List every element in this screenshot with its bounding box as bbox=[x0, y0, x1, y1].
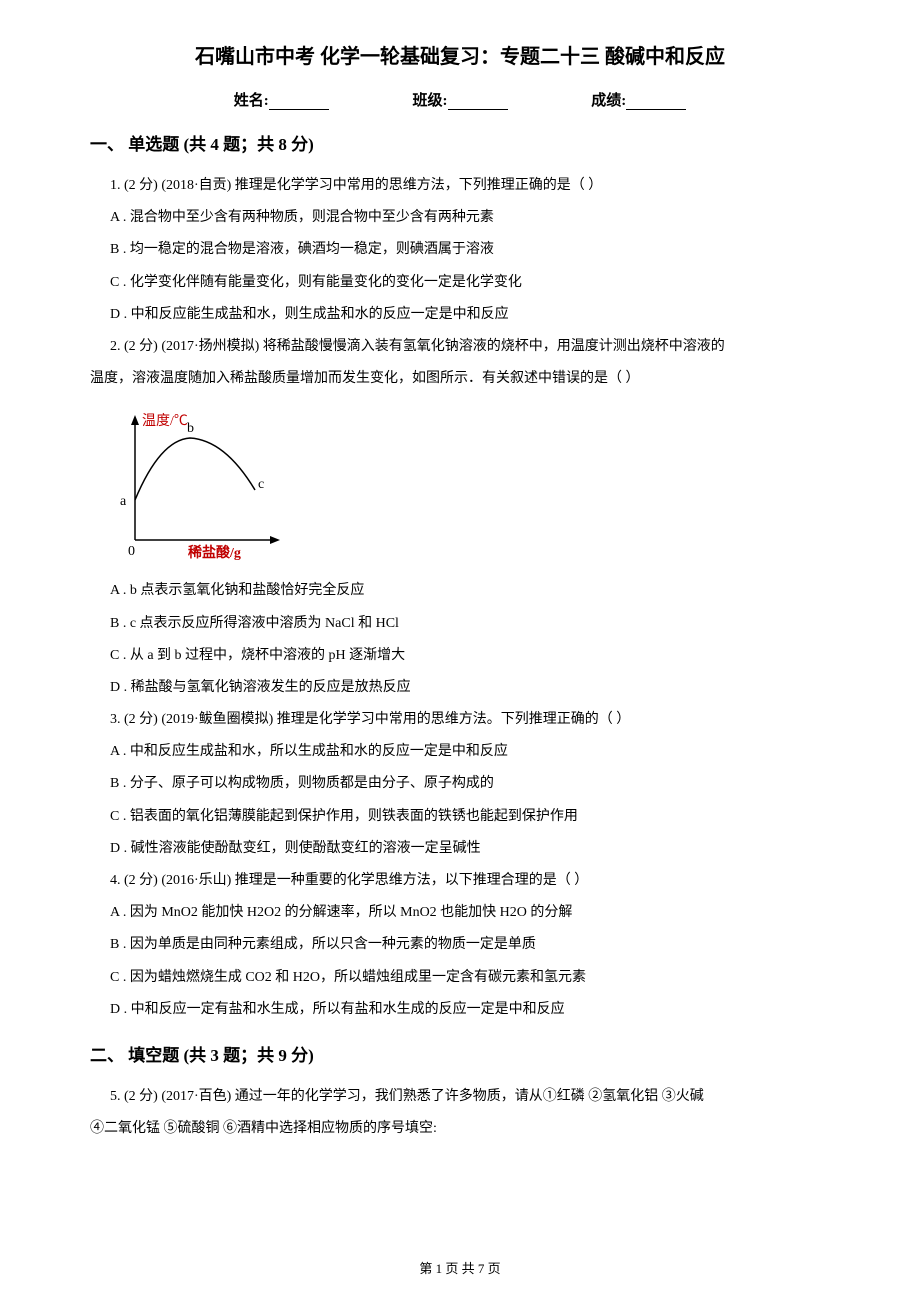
point-b-label: b bbox=[187, 421, 194, 436]
question-5-stem-part2: ④二氧化锰 ⑤硫酸铜 ⑥酒精中选择相应物质的序号填空: bbox=[90, 1113, 830, 1145]
section-1-header: 一、 单选题 (共 4 题；共 8 分) bbox=[90, 130, 830, 155]
student-info-line: 姓名: 班级: 成绩: bbox=[90, 89, 830, 110]
question-2-option-c: C . 从 a 到 b 过程中，烧杯中溶液的 pH 逐渐增大 bbox=[110, 640, 830, 672]
page-footer: 第 1 页 共 7 页 bbox=[0, 1258, 920, 1277]
name-field: 姓名: bbox=[234, 89, 329, 110]
question-4-option-a: A . 因为 MnO2 能加快 H2O2 的分解速率，所以 MnO2 也能加快 … bbox=[110, 897, 830, 929]
question-2-option-d: D . 稀盐酸与氢氧化钠溶液发生的反应是放热反应 bbox=[110, 672, 830, 704]
question-2-option-a: A . b 点表示氢氧化钠和盐酸恰好完全反应 bbox=[110, 575, 830, 607]
page-title: 石嘴山市中考 化学一轮基础复习：专题二十三 酸碱中和反应 bbox=[90, 40, 830, 69]
question-4-option-d: D . 中和反应一定有盐和水生成，所以有盐和水生成的反应一定是中和反应 bbox=[110, 994, 830, 1026]
chart-svg: 温度/℃ a b c 0 稀盐酸/g bbox=[110, 410, 290, 560]
question-1-option-d: D . 中和反应能生成盐和水，则生成盐和水的反应一定是中和反应 bbox=[110, 299, 830, 331]
class-label: 班级: bbox=[413, 93, 448, 109]
section-2-header: 二、 填空题 (共 3 题；共 9 分) bbox=[90, 1041, 830, 1066]
x-axis-label: 稀盐酸/g bbox=[188, 544, 241, 560]
question-3-stem: 3. (2 分) (2019·鲅鱼圈模拟) 推理是化学学习中常用的思维方法。下列… bbox=[110, 704, 830, 736]
score-blank bbox=[626, 94, 686, 110]
question-5-stem-part1: 5. (2 分) (2017·百色) 通过一年的化学学习，我们熟悉了许多物质，请… bbox=[110, 1081, 830, 1113]
question-1-stem: 1. (2 分) (2018·自贡) 推理是化学学习中常用的思维方法，下列推理正… bbox=[110, 170, 830, 202]
name-label: 姓名: bbox=[234, 93, 269, 109]
class-blank bbox=[448, 94, 508, 110]
question-1-option-b: B . 均一稳定的混合物是溶液，碘酒均一稳定，则碘酒属于溶液 bbox=[110, 234, 830, 266]
point-a-label: a bbox=[120, 494, 127, 509]
question-4-option-b: B . 因为单质是由同种元素组成，所以只含一种元素的物质一定是单质 bbox=[110, 929, 830, 961]
name-blank bbox=[269, 94, 329, 110]
score-label: 成绩: bbox=[591, 93, 626, 109]
origin-label: 0 bbox=[128, 544, 135, 559]
score-field: 成绩: bbox=[591, 89, 686, 110]
question-2-stem-part1: 2. (2 分) (2017·扬州模拟) 将稀盐酸慢慢滴入装有氢氧化钠溶液的烧杯… bbox=[110, 331, 830, 363]
question-2-stem-part2: 温度，溶液温度随加入稀盐酸质量增加而发生变化，如图所示．有关叙述中错误的是（ ） bbox=[90, 363, 830, 395]
question-3-option-b: B . 分子、原子可以构成物质，则物质都是由分子、原子构成的 bbox=[110, 768, 830, 800]
question-3-option-d: D . 碱性溶液能使酚酞变红，则使酚酞变红的溶液一定呈碱性 bbox=[110, 833, 830, 865]
question-3-option-c: C . 铝表面的氧化铝薄膜能起到保护作用，则铁表面的铁锈也能起到保护作用 bbox=[110, 801, 830, 833]
question-4-stem: 4. (2 分) (2016·乐山) 推理是一种重要的化学思维方法，以下推理合理… bbox=[110, 865, 830, 897]
class-field: 班级: bbox=[413, 89, 508, 110]
question-1-option-a: A . 混合物中至少含有两种物质，则混合物中至少含有两种元素 bbox=[110, 202, 830, 234]
temperature-chart: 温度/℃ a b c 0 稀盐酸/g bbox=[110, 410, 830, 560]
question-2-option-b: B . c 点表示反应所得溶液中溶质为 NaCl 和 HCl bbox=[110, 608, 830, 640]
y-axis-label: 温度/℃ bbox=[142, 413, 188, 429]
question-1-option-c: C . 化学变化伴随有能量变化，则有能量变化的变化一定是化学变化 bbox=[110, 267, 830, 299]
point-c-label: c bbox=[258, 477, 264, 492]
question-4-option-c: C . 因为蜡烛燃烧生成 CO2 和 H2O，所以蜡烛组成里一定含有碳元素和氢元… bbox=[110, 962, 830, 994]
question-3-option-a: A . 中和反应生成盐和水，所以生成盐和水的反应一定是中和反应 bbox=[110, 736, 830, 768]
